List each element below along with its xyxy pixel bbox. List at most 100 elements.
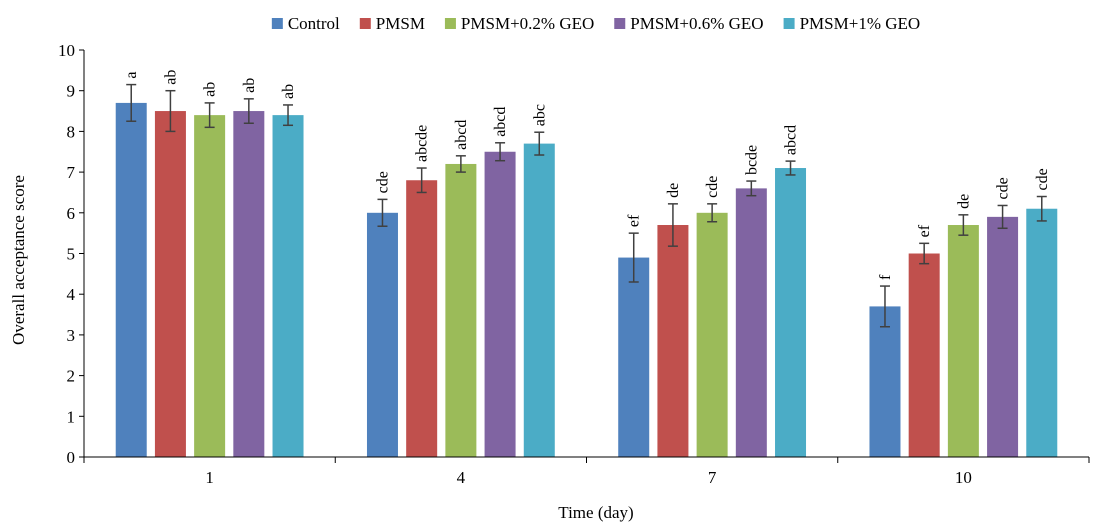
error-bar <box>416 167 427 194</box>
error-bar <box>879 285 890 328</box>
legend-item: PMSM+0.2% GEO <box>444 14 594 33</box>
legend-swatch <box>783 18 795 29</box>
y-tick-label: 6 <box>67 204 76 223</box>
x-tick-label: 7 <box>708 468 717 487</box>
error-bar <box>283 104 294 127</box>
y-tick-label: 9 <box>67 82 76 101</box>
significance-label: cde <box>995 177 1012 199</box>
significance-label: ab <box>202 82 219 97</box>
y-tick-label: 0 <box>67 448 76 467</box>
error-bar <box>919 242 930 265</box>
significance-label: a <box>123 71 140 78</box>
y-axis-title: Overall acceptance score <box>9 175 28 345</box>
bar <box>194 115 226 458</box>
bar <box>115 102 147 457</box>
error-bar <box>377 198 388 227</box>
bars <box>115 102 1058 458</box>
y-tick-label: 1 <box>67 407 76 426</box>
error-bar <box>455 155 466 173</box>
y-tick-label: 8 <box>67 122 76 141</box>
bar <box>657 225 689 457</box>
legend-item: PMSM+0.6% GEO <box>614 14 764 33</box>
significance-label: cde <box>1034 168 1051 190</box>
significance-label: abcd <box>492 107 509 137</box>
error-bar <box>628 232 639 283</box>
error-bar <box>667 203 678 247</box>
legend-item: PMSM <box>359 14 425 33</box>
significance-label: cde <box>374 171 391 193</box>
significance-label: de <box>955 194 972 209</box>
significance-label: abcd <box>783 125 800 155</box>
error-bar <box>746 180 757 197</box>
x-axis-title: Time (day) <box>558 503 633 522</box>
error-bar <box>495 142 506 162</box>
bar <box>869 306 901 457</box>
significance-label: ab <box>162 70 179 85</box>
y-tick-label: 10 <box>58 41 75 60</box>
error-bar <box>958 214 969 236</box>
error-bar <box>126 83 137 122</box>
error-bar <box>1036 195 1047 222</box>
significance-label: de <box>665 183 682 198</box>
bar <box>406 180 438 458</box>
bar <box>272 115 304 458</box>
legend-swatch <box>359 18 371 29</box>
significance-label: ab <box>241 78 258 93</box>
bar <box>233 111 265 458</box>
bar <box>366 212 398 457</box>
bar <box>484 151 516 457</box>
bar <box>1026 208 1058 457</box>
significance-label: ef <box>626 214 643 227</box>
bar <box>987 216 1019 457</box>
y-tick-label: 2 <box>67 367 76 386</box>
bar <box>154 111 186 458</box>
error-bar <box>165 89 176 133</box>
legend-label: PMSM+1% GEO <box>800 14 921 33</box>
significance-label: ab <box>280 84 297 99</box>
y-tick-label: 3 <box>67 326 76 345</box>
error-bar <box>785 160 796 176</box>
bar <box>947 225 979 457</box>
bar <box>908 253 940 457</box>
y-tick-label: 7 <box>67 163 76 182</box>
error-bar <box>534 131 545 156</box>
x-tick-label: 1 <box>205 468 214 487</box>
significance-label: ef <box>916 224 933 237</box>
legend-label: PMSM+0.6% GEO <box>630 14 763 33</box>
significance-label: f <box>877 274 894 280</box>
error-bar <box>243 98 254 125</box>
x-tick-label: 10 <box>955 468 972 487</box>
bar <box>445 163 477 457</box>
bar <box>696 212 728 457</box>
bar <box>618 257 650 457</box>
x-tick-label: 4 <box>457 468 466 487</box>
error-bar <box>997 204 1008 230</box>
significance-label: abcde <box>414 125 431 162</box>
significance-label: cde <box>704 176 721 198</box>
legend-label: PMSM+0.2% GEO <box>461 14 594 33</box>
y-tick-label: 5 <box>67 245 76 264</box>
legend-swatch <box>444 18 456 29</box>
legend-item: Control <box>271 14 340 33</box>
legend-label: PMSM <box>376 14 425 33</box>
bar <box>523 143 555 458</box>
legend-swatch <box>271 18 283 29</box>
significance-label: abc <box>531 104 548 126</box>
significance-label: bcde <box>743 145 760 175</box>
legend-swatch <box>614 18 626 29</box>
bar <box>735 188 767 457</box>
y-tick-label: 4 <box>67 285 76 304</box>
legend-item: PMSM+1% GEO <box>783 14 921 33</box>
legend-label: Control <box>288 14 340 33</box>
significance-label: abcd <box>453 120 470 150</box>
x-axis: 1 4 7 10 <box>83 456 1090 487</box>
y-axis: 0 1 2 3 4 5 6 7 8 9 10 <box>58 41 85 467</box>
error-bar <box>707 203 718 223</box>
bar <box>775 168 807 457</box>
error-bars <box>126 83 1047 328</box>
legend: Control PMSM PMSM+0.2% GEO PMSM+0.6% GEO PMS… <box>271 14 921 33</box>
error-bar <box>204 102 215 129</box>
